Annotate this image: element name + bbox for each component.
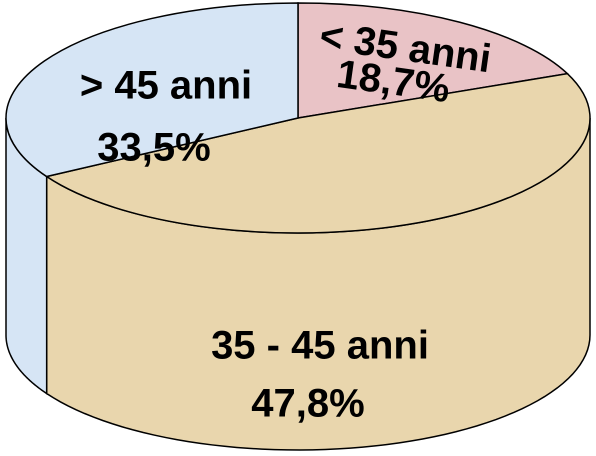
pie-slice [44, 72, 591, 234]
slice-label: 35 - 45 anni [211, 324, 429, 368]
slice-value-label: 33,5% [97, 126, 210, 170]
slice-value-label: 47,8% [251, 382, 364, 426]
pie-slice [297, 2, 570, 119]
slice-label: > 45 anni [80, 64, 252, 108]
pie-slice [5, 2, 299, 178]
